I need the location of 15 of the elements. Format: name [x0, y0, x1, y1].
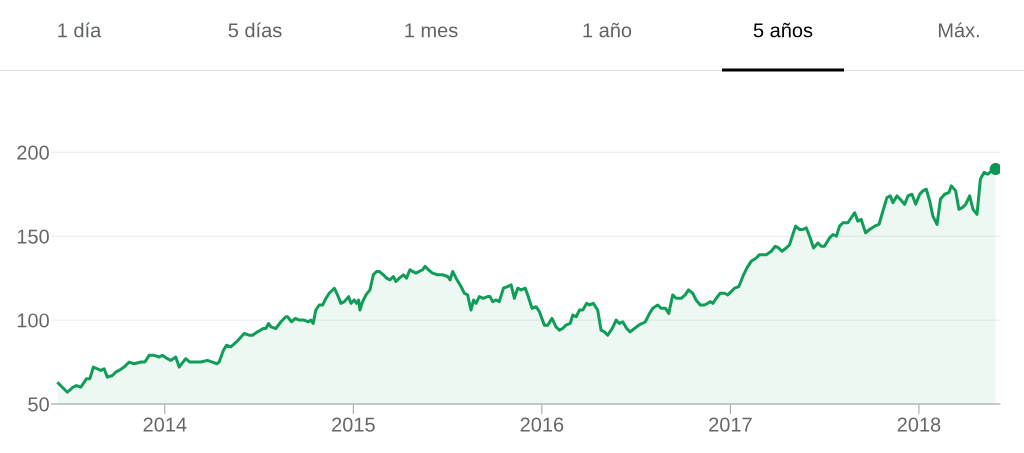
x-tick-label: 2018	[897, 417, 941, 432]
text: 1 día	[58, 22, 102, 38]
x-tick-label: 2015	[332, 417, 375, 432]
x-tick-label: 2017	[709, 417, 752, 432]
y-tick-label: 50	[28, 397, 49, 412]
y-tick-label: 100	[17, 313, 49, 328]
x-tick-label: 2014	[143, 417, 187, 432]
y-tick-label: 200	[17, 145, 49, 160]
text: 1 año	[583, 22, 632, 38]
x-tick-label: 2016	[520, 417, 564, 432]
text: 5 días	[228, 22, 282, 38]
y-tick-label: 150	[17, 229, 49, 244]
text: 1 mes	[405, 23, 458, 38]
text: Máx.	[938, 22, 979, 38]
text: 5 años	[753, 22, 813, 38]
